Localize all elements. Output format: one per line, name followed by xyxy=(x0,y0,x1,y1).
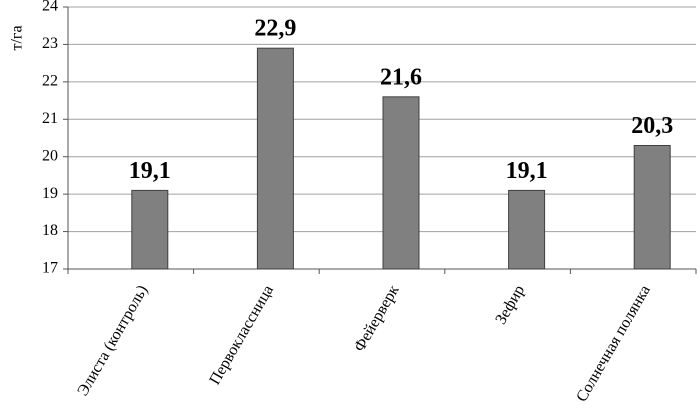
y-tick-label: 17 xyxy=(42,260,58,277)
x-tick-label: Первоклассница xyxy=(206,282,277,387)
x-tick-label: Элиста (контроль) xyxy=(74,282,151,399)
y-tick-label: 20 xyxy=(42,147,58,164)
value-label: 19,1 xyxy=(506,158,548,184)
value-label: 19,1 xyxy=(129,158,171,184)
bar xyxy=(131,189,169,270)
x-tick-label: Зефир xyxy=(492,282,528,327)
bar xyxy=(382,96,420,270)
y-tick-label: 21 xyxy=(42,110,58,127)
bar xyxy=(633,144,671,270)
value-label: 20,3 xyxy=(631,113,673,139)
y-tick-label: 18 xyxy=(42,222,58,239)
y-tick-label: 22 xyxy=(42,73,58,90)
x-tick-label: Солнечная полянка xyxy=(573,282,654,405)
y-tick-label: 19 xyxy=(42,185,58,202)
y-tick-label: 24 xyxy=(42,0,58,15)
bar xyxy=(256,47,294,270)
y-axis-label: т/га xyxy=(9,25,26,50)
bar xyxy=(508,189,546,270)
value-label: 21,6 xyxy=(380,64,422,90)
y-tick-label: 23 xyxy=(42,35,58,52)
value-label: 22,9 xyxy=(254,16,296,42)
x-tick-label: Фейерверк xyxy=(351,282,403,355)
